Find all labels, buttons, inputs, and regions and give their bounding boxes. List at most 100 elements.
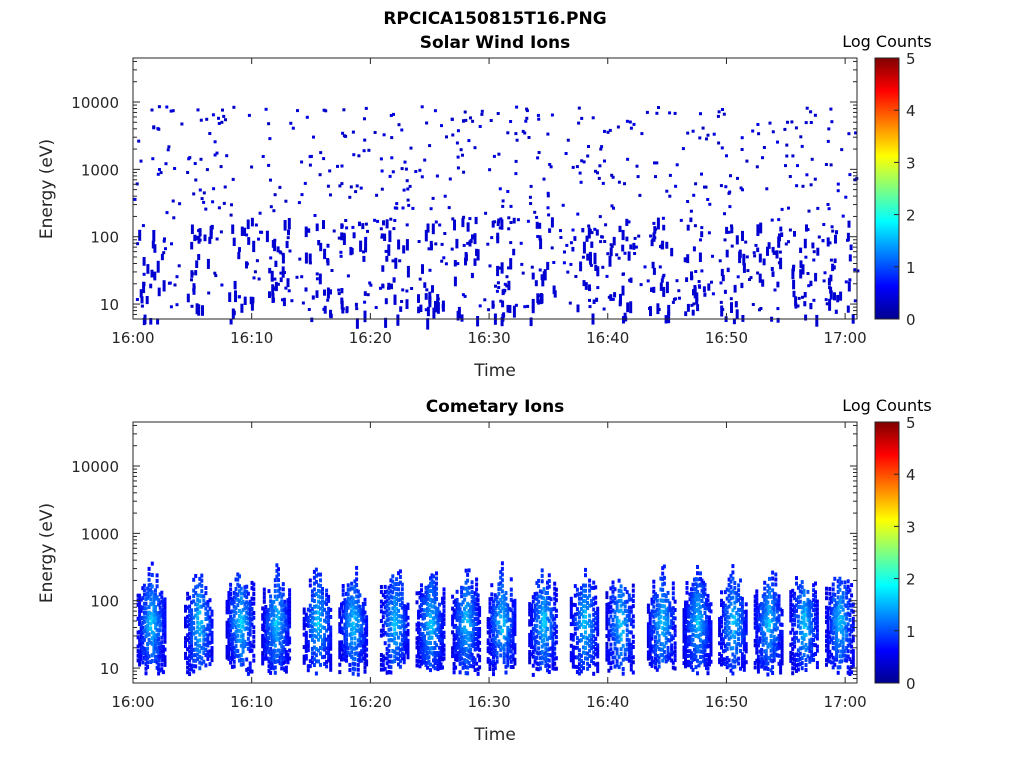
- cometary-heatmap-cell: [432, 574, 435, 579]
- cometary-heatmap-cell: [194, 636, 198, 641]
- cometary-heatmap-cell: [705, 615, 708, 619]
- solar-wind-heatmap-cell: [462, 243, 466, 247]
- cometary-heatmap-cell: [417, 638, 420, 643]
- cometary-heatmap-cell: [321, 591, 324, 596]
- cometary-heatmap-cell: [735, 599, 739, 604]
- cometary-heatmap-cell: [500, 606, 504, 611]
- cometary-heatmap-cell: [186, 656, 190, 661]
- cometary-heatmap-cell: [350, 586, 354, 591]
- cometary-heatmap-cell: [657, 664, 661, 669]
- cometary-heatmap-cell: [594, 621, 598, 626]
- cometary-heatmap-cell: [662, 632, 666, 637]
- cometary-heatmap-cell: [577, 610, 581, 615]
- cometary-heatmap-cell: [766, 594, 770, 599]
- solar-wind-heatmap-cell: [604, 223, 608, 227]
- cometary-heatmap-cell: [625, 637, 629, 642]
- solar-wind-heatmap-cell: [579, 261, 583, 272]
- solar-wind-heatmap-cell: [462, 119, 465, 123]
- cometary-heatmap-cell: [537, 604, 541, 609]
- cometary-heatmap-cell: [611, 632, 615, 637]
- cometary-heatmap-cell: [796, 657, 800, 662]
- cometary-heatmap-cell: [455, 657, 459, 662]
- cometary-heatmap-cell: [142, 655, 146, 660]
- solar-wind-heatmap-cell: [593, 252, 597, 265]
- cometary-heatmap-cell: [531, 599, 535, 604]
- cometary-heatmap-cell: [739, 613, 742, 618]
- cometary-heatmap-cell: [609, 595, 613, 600]
- cometary-heatmap-cell: [613, 600, 617, 605]
- cometary-heatmap-cell: [461, 642, 465, 647]
- cometary-heatmap-cell: [594, 611, 598, 616]
- cometary-heatmap-cell: [230, 649, 234, 654]
- cometary-heatmap-cell: [504, 653, 508, 658]
- cometary-heatmap-cell: [420, 588, 423, 593]
- solar-wind-heatmap-cell: [610, 173, 614, 177]
- cometary-heatmap-cell: [671, 581, 675, 586]
- cometary-heatmap-cell: [385, 646, 389, 651]
- cometary-heatmap-cell: [659, 614, 663, 619]
- cometary-heatmap-cell: [381, 663, 385, 668]
- cometary-heatmap-cell: [186, 596, 190, 601]
- cometary-heatmap-cell: [533, 592, 537, 597]
- solar-wind-heatmap-cell: [716, 114, 720, 118]
- cometary-heatmap-cell: [198, 593, 202, 598]
- solar-wind-heatmap-cell: [853, 299, 857, 303]
- cometary-heatmap-cell: [208, 649, 212, 654]
- solar-wind-heatmap-cell: [759, 307, 763, 310]
- cometary-heatmap-cell: [270, 600, 274, 605]
- solar-wind-heatmap-cell: [827, 127, 831, 131]
- cometary-heatmap-cell: [546, 647, 549, 652]
- cometary-heatmap-cell: [737, 583, 741, 588]
- cometary-heatmap-cell: [735, 618, 739, 623]
- cometary-heatmap-cell: [659, 609, 663, 614]
- cometary-heatmap-cell: [691, 627, 695, 632]
- cometary-heatmap-cell: [673, 653, 677, 658]
- solar-wind-heatmap-cell: [190, 304, 194, 308]
- solar-wind-heatmap-cell: [329, 193, 332, 197]
- cometary-heatmap-cell: [152, 631, 156, 636]
- cometary-heatmap-cell: [393, 586, 397, 591]
- cometary-heatmap-cell: [304, 638, 308, 643]
- cometary-heatmap-cell: [495, 603, 499, 608]
- cometary-heatmap-cell: [609, 661, 613, 666]
- cometary-heatmap-cell: [236, 618, 240, 623]
- cometary-heatmap-cell: [549, 635, 553, 640]
- cometary-heatmap-cell: [588, 663, 592, 668]
- cometary-heatmap-cell: [737, 612, 741, 617]
- cometary-heatmap-cell: [194, 653, 198, 658]
- cometary-heatmap-cell: [478, 630, 482, 635]
- solar-wind-heatmap-cell: [342, 108, 346, 112]
- cometary-heatmap-cell: [775, 646, 779, 651]
- solar-wind-heatmap-cell: [657, 106, 660, 109]
- cometary-heatmap-cell: [584, 599, 587, 604]
- cometary-heatmap-cell: [190, 632, 194, 636]
- cometary-heatmap-cell: [571, 645, 575, 650]
- cometary-heatmap-cell: [706, 653, 710, 657]
- cometary-heatmap-cell: [152, 600, 156, 605]
- cometary-heatmap-cell: [204, 647, 208, 652]
- cometary-heatmap-cell: [687, 659, 690, 664]
- cometary-heatmap-cell: [379, 619, 383, 623]
- cometary-heatmap-cell: [535, 634, 539, 639]
- cometary-heatmap-cell: [729, 596, 733, 601]
- cometary-heatmap-cell: [629, 646, 633, 651]
- cometary-heatmap-cell: [554, 629, 558, 634]
- solar-wind-heatmap-cell: [730, 226, 734, 234]
- solar-wind-heatmap-cell: [406, 198, 410, 202]
- cometary-heatmap-cell: [275, 597, 279, 602]
- cometary-heatmap-cell: [261, 644, 265, 649]
- cometary-heatmap-cell: [506, 663, 510, 668]
- solar-wind-heatmap-cell: [193, 234, 197, 242]
- cometary-heatmap-cell: [238, 618, 241, 623]
- cometary-heatmap-cell: [472, 664, 476, 669]
- figure-title: RPCICA150815T16.PNG: [383, 9, 606, 29]
- cometary-heatmap-cell: [248, 665, 252, 670]
- solar-wind-heatmap-cell: [541, 277, 545, 287]
- cometary-heatmap-cell: [631, 599, 635, 603]
- cometary-heatmap-cell: [629, 597, 633, 602]
- cometary-heatmap-cell: [533, 612, 537, 616]
- cometary-heatmap-cell: [356, 658, 360, 662]
- cometary-heatmap-cell: [319, 572, 322, 577]
- cometary-heatmap-cell: [615, 639, 619, 644]
- cometary-heatmap-cell: [262, 607, 266, 612]
